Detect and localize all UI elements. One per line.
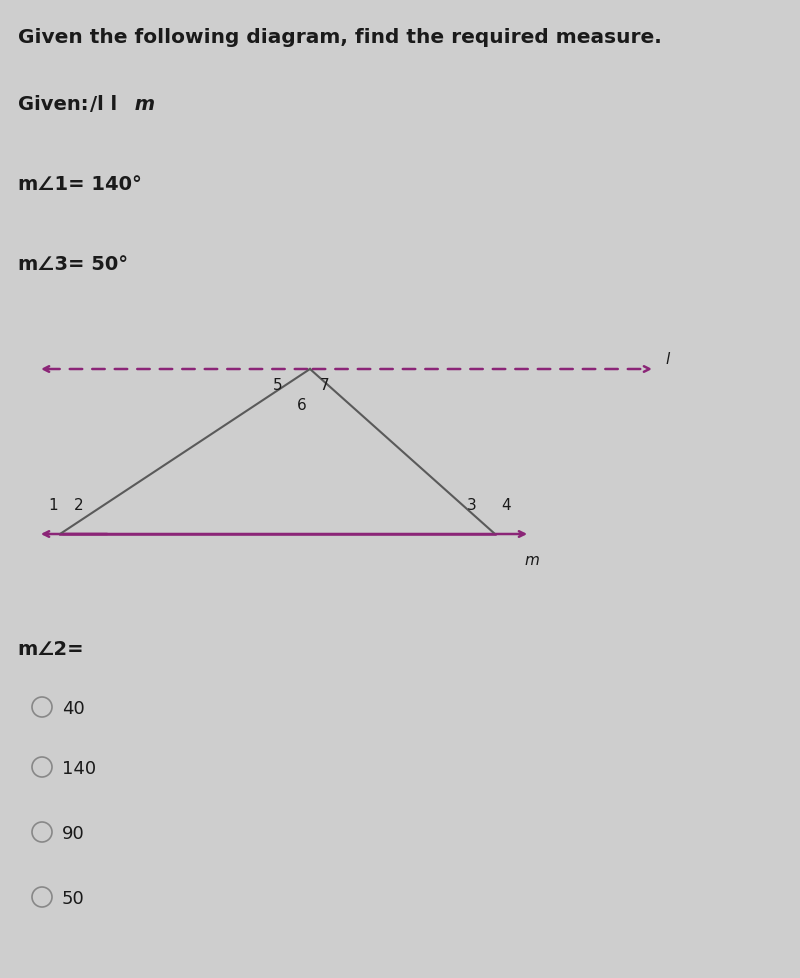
Text: 5: 5 <box>272 378 282 392</box>
Text: 7: 7 <box>320 378 330 392</box>
Text: 3: 3 <box>467 498 477 512</box>
Text: ∠2=: ∠2= <box>37 640 85 658</box>
Text: 90: 90 <box>62 824 85 842</box>
Text: Given:: Given: <box>18 95 95 113</box>
Text: 40: 40 <box>62 699 85 717</box>
Text: 4: 4 <box>501 498 510 512</box>
Text: m: m <box>18 640 45 658</box>
Text: 50: 50 <box>62 889 85 907</box>
Text: m: m <box>18 175 45 194</box>
Text: 2: 2 <box>74 498 84 512</box>
Text: m: m <box>525 553 539 567</box>
Text: 1: 1 <box>48 498 58 512</box>
Text: ∠3= 50°: ∠3= 50° <box>37 254 128 274</box>
Text: m: m <box>128 95 155 113</box>
Text: 6: 6 <box>297 398 307 413</box>
Text: /l l: /l l <box>90 95 117 113</box>
Text: 140: 140 <box>62 759 96 778</box>
Text: ∠1= 140°: ∠1= 140° <box>37 175 142 194</box>
Text: m: m <box>18 254 45 274</box>
Text: l: l <box>665 352 670 367</box>
Text: Given the following diagram, find the required measure.: Given the following diagram, find the re… <box>18 28 662 47</box>
